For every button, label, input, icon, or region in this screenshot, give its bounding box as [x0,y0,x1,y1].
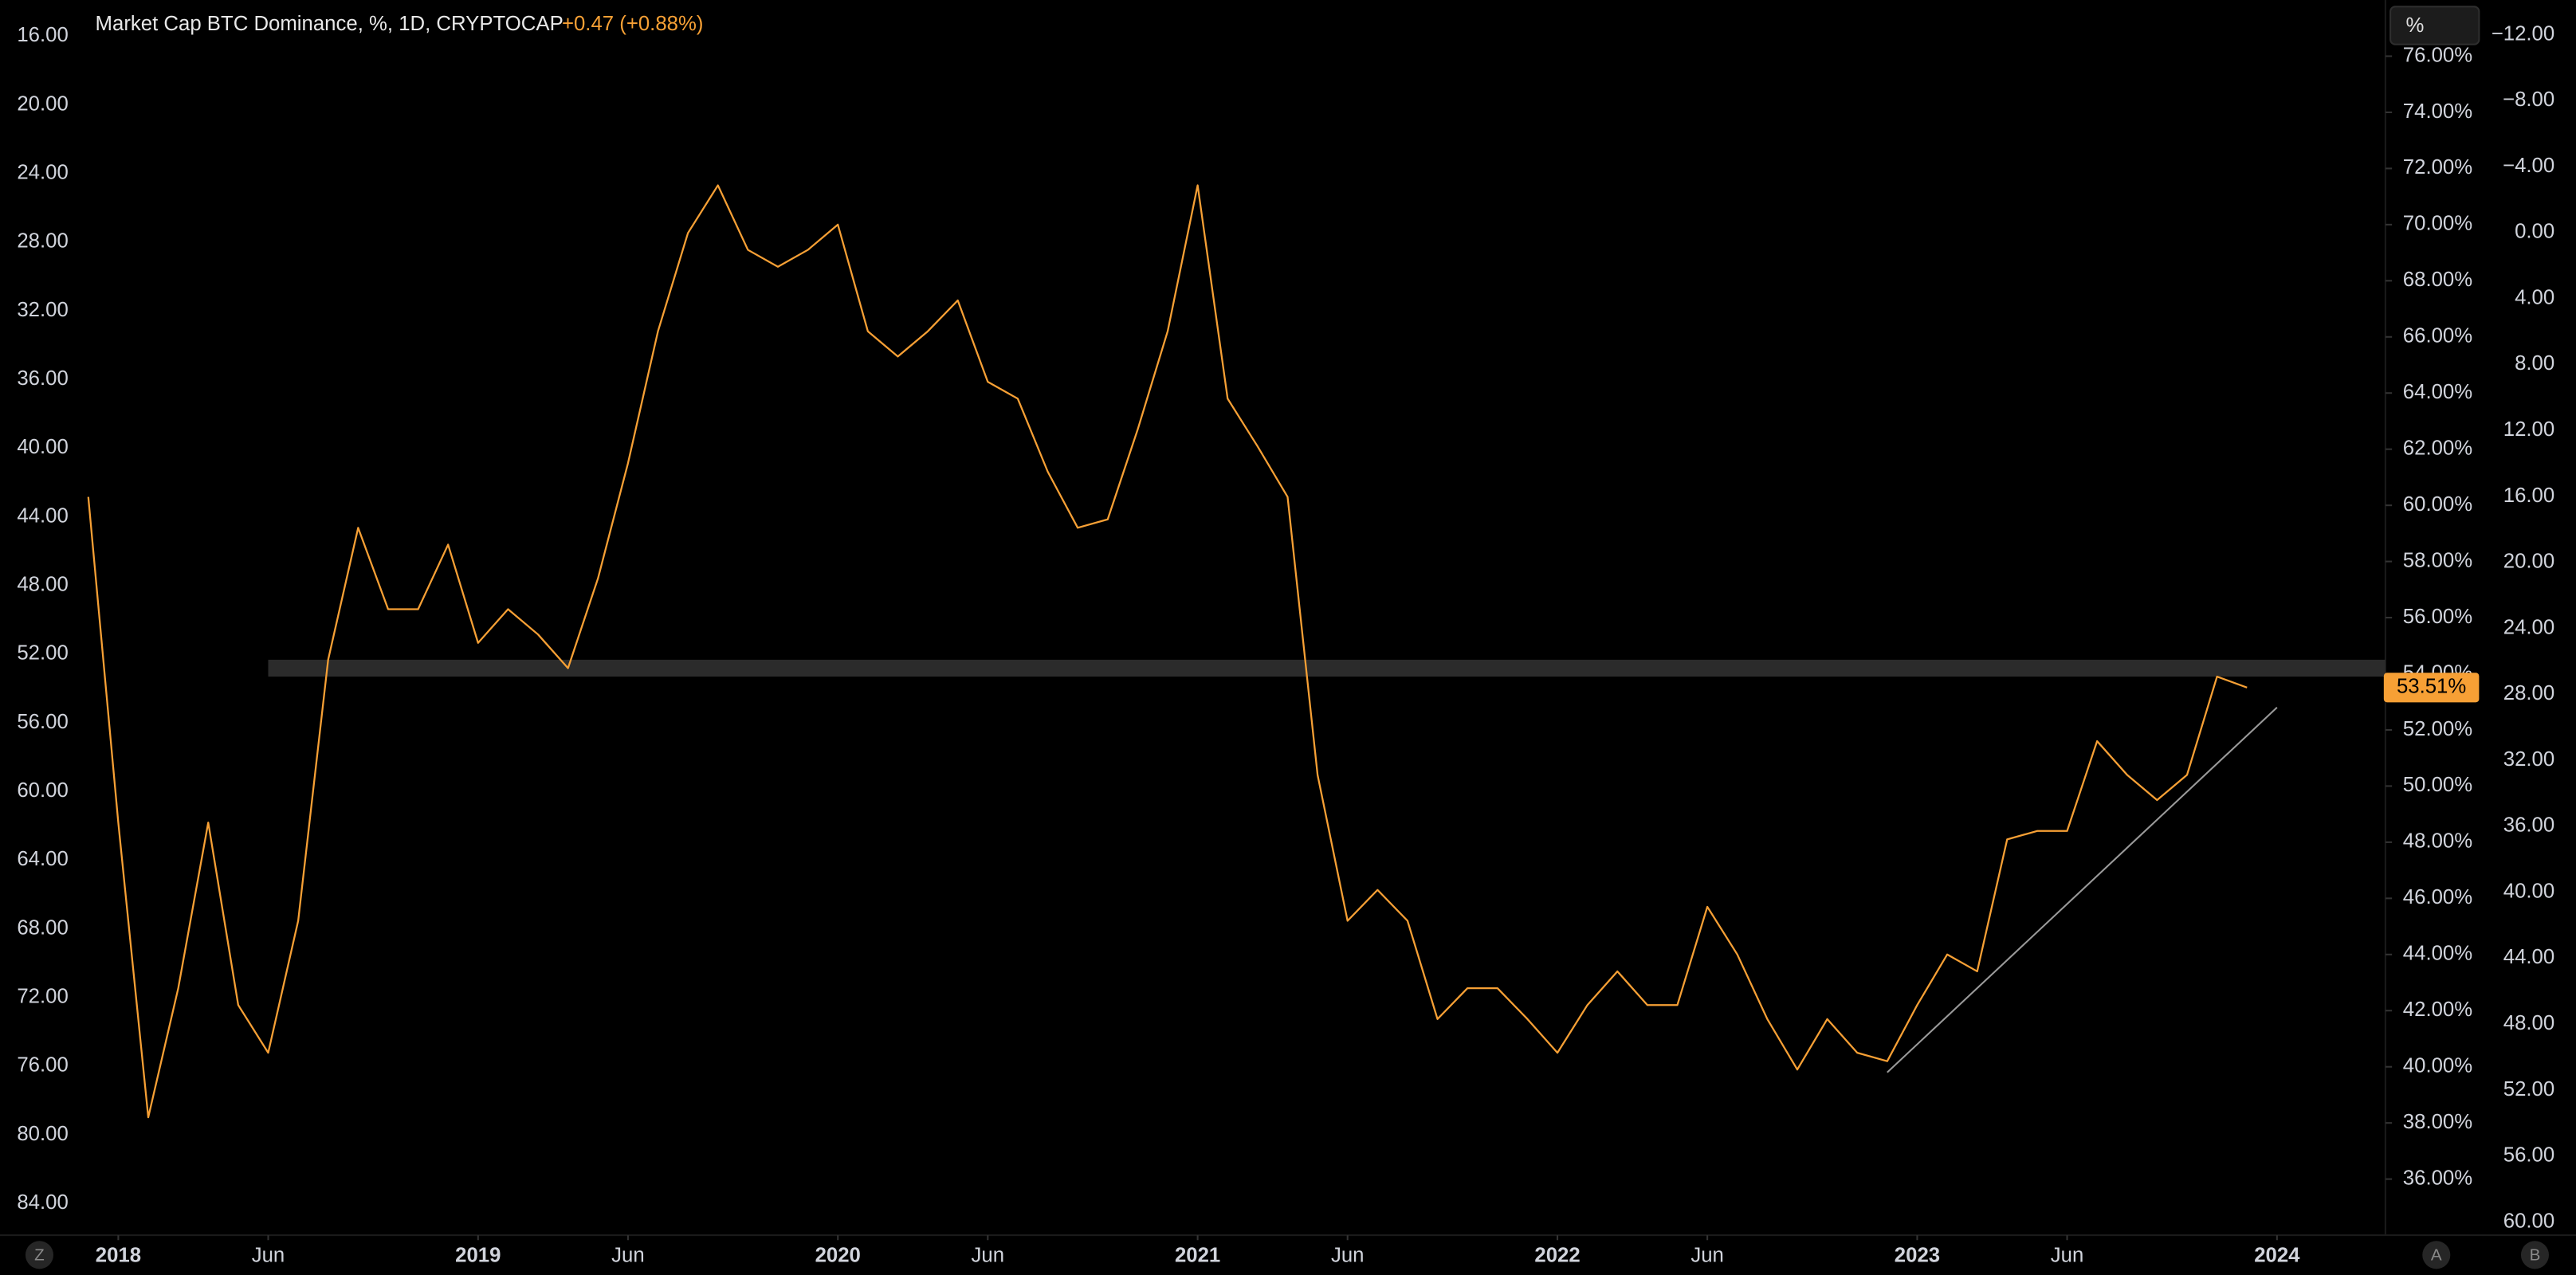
y-tick-label: 46.00% [2403,886,2472,908]
scale-button-label[interactable]: % [2406,14,2425,37]
x-tick-label: 2020 [815,1245,861,1267]
y-tick-label: 68.00% [2403,269,2472,291]
x-tick-label: 2023 [1895,1245,1940,1267]
left-tick-label: 72.00 [17,986,68,1008]
y-tick-label: 50.00% [2403,774,2472,796]
right2-tick-label: 32.00 [2503,748,2554,771]
left-tick-label: 20.00 [17,92,68,115]
right2-tick-label: 52.00 [2503,1078,2554,1100]
left-tick-label: 64.00 [17,848,68,870]
right2-tick-label: 36.00 [2503,814,2554,837]
y-tick-label: 76.00% [2403,44,2472,66]
right2-tick-label: −4.00 [2503,155,2554,177]
y-tick-label: 40.00% [2403,1055,2472,1077]
x-tick-label: 2024 [2254,1245,2300,1267]
left-tick-label: 56.00 [17,711,68,733]
right2-tick-label: 56.00 [2503,1144,2554,1167]
left-tick-label: 28.00 [17,230,68,253]
left-tick-label: 44.00 [17,504,68,527]
right2-tick-label: −8.00 [2503,88,2554,111]
corner-button-label[interactable]: A [2431,1246,2442,1264]
y-tick-label: 58.00% [2403,549,2472,571]
x-tick-label: Jun [252,1245,285,1267]
left-tick-label: 16.00 [17,24,68,46]
x-tick-label: Jun [1331,1245,1365,1267]
y-tick-label: 70.00% [2403,213,2472,235]
right2-tick-label: 8.00 [2515,352,2554,375]
y-tick-label: 42.00% [2403,998,2472,1021]
zone [268,659,2386,677]
last-value-tag [2383,673,2480,703]
price-line [87,184,2248,1119]
y-tick-label: 62.00% [2403,437,2472,460]
right2-tick-label: 48.00 [2503,1012,2554,1034]
left-tick-label: 32.00 [17,299,68,321]
left-tick-label: 48.00 [17,573,68,595]
y-tick-label: 48.00% [2403,830,2472,853]
corner-button[interactable] [25,1241,53,1269]
y-tick-label: 74.00% [2403,100,2472,123]
trendline [1887,707,2278,1073]
left-tick-label: 76.00 [17,1054,68,1077]
y-tick-label: 38.00% [2403,1111,2472,1133]
corner-button[interactable] [2520,1241,2549,1269]
corner-button[interactable] [2422,1241,2451,1269]
left-tick-label: 36.00 [17,367,68,390]
right2-tick-label: 60.00 [2503,1210,2554,1232]
right2-tick-label: 28.00 [2503,682,2554,704]
right2-tick-label: 16.00 [2503,484,2554,507]
corner-button-label[interactable]: Z [34,1246,45,1264]
x-tick-label: Jun [2051,1245,2084,1267]
x-tick-label: 2022 [1534,1245,1580,1267]
y-tick-label: 64.00% [2403,381,2472,403]
left-tick-label: 84.00 [17,1191,68,1214]
right2-tick-label: 44.00 [2503,946,2554,968]
change: +0.47 (+0.88%) [562,13,704,35]
y-tick-label: 44.00% [2403,943,2472,965]
y-tick-label: 36.00% [2403,1167,2472,1189]
x-tick-label: Jun [1690,1245,1724,1267]
right2-tick-label: 4.00 [2515,286,2554,308]
right2-tick-label: 0.00 [2515,221,2554,243]
x-tick-label: Jun [611,1245,645,1267]
y-tick-label: 56.00% [2403,606,2472,628]
left-tick-label: 24.00 [17,161,68,183]
y-tick-label: 60.00% [2403,493,2472,516]
left-tick-label: 80.00 [17,1123,68,1145]
right2-tick-label: 12.00 [2503,418,2554,441]
scale-button[interactable] [2389,6,2480,45]
y-tick-label: 72.00% [2403,156,2472,178]
left-tick-label: 60.00 [17,779,68,802]
corner-button-label[interactable]: B [2530,1246,2541,1264]
right2-tick-label: −12.00 [2492,22,2554,45]
y-tick-label: 66.00% [2403,325,2472,347]
left-tick-label: 40.00 [17,436,68,458]
right2-tick-label: 40.00 [2503,880,2554,902]
left-tick-label: 52.00 [17,642,68,665]
chart-title: Market Cap BTC Dominance, %, 1D, CRYPTOC… [96,13,564,35]
y-tick-label: 52.00% [2403,718,2472,740]
left-tick-label: 68.00 [17,916,68,939]
x-tick-label: 2018 [96,1245,141,1267]
right2-tick-label: 20.00 [2503,551,2554,573]
x-tick-label: 2021 [1175,1245,1220,1267]
right2-tick-label: 24.00 [2503,616,2554,638]
last-value-label: 53.51% [2397,676,2466,698]
x-tick-label: 2019 [455,1245,501,1267]
x-tick-label: Jun [972,1245,1005,1267]
